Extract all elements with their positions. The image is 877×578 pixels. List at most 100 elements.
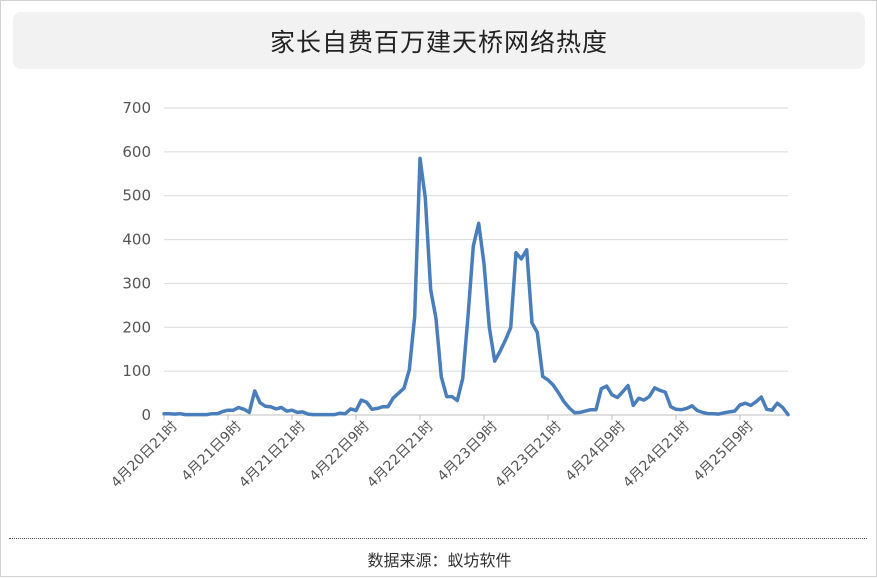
- x-axis-ticks: 4月20日21时4月21日9时4月21日21时4月22日9时4月22日21时4月…: [108, 415, 757, 491]
- data-point: [611, 394, 613, 396]
- data-point: [248, 411, 250, 413]
- data-point: [216, 412, 218, 414]
- source-caption: 数据来源：蚁坊软件: [367, 551, 512, 570]
- data-point: [605, 385, 607, 387]
- data-point: [653, 387, 655, 389]
- data-point: [563, 401, 565, 403]
- data-point: [189, 413, 191, 415]
- y-tick-label: 200: [122, 318, 151, 336]
- title-bar: 家长自费百万建天桥网络热度: [13, 12, 865, 69]
- data-point: [477, 222, 479, 224]
- data-point: [307, 413, 309, 415]
- data-point: [664, 391, 666, 393]
- data-point: [445, 395, 447, 397]
- data-point: [467, 315, 469, 317]
- data-point: [541, 375, 543, 377]
- gridlines: [164, 107, 788, 416]
- data-point: [765, 408, 767, 410]
- series-line: [162, 156, 790, 417]
- data-point: [360, 399, 362, 401]
- data-point: [749, 404, 751, 406]
- data-point: [701, 411, 703, 413]
- data-point: [163, 412, 165, 414]
- data-point: [547, 379, 549, 381]
- data-point: [429, 289, 431, 291]
- data-point: [413, 315, 415, 317]
- data-point: [472, 245, 474, 247]
- data-point: [344, 412, 346, 414]
- data-point: [227, 409, 229, 411]
- data-point: [685, 407, 687, 409]
- data-point: [637, 397, 639, 399]
- data-point: [232, 409, 234, 411]
- data-point: [728, 411, 730, 413]
- data-point: [435, 317, 437, 319]
- y-tick-label: 100: [122, 362, 151, 380]
- data-point: [584, 410, 586, 412]
- data-point: [397, 392, 399, 394]
- data-point: [483, 262, 485, 264]
- data-point: [568, 407, 570, 409]
- data-point: [760, 396, 762, 398]
- footer-divider: [9, 538, 867, 539]
- data-point: [536, 331, 538, 333]
- data-point: [520, 258, 522, 260]
- data-point: [573, 412, 575, 414]
- y-tick-label: 700: [122, 99, 151, 117]
- x-tick-label: 4月24日21时: [620, 419, 693, 492]
- data-point: [269, 405, 271, 407]
- data-point: [387, 405, 389, 407]
- x-tick-label: 4月22日9时: [307, 419, 373, 485]
- data-point: [515, 252, 517, 254]
- data-point: [371, 408, 373, 410]
- data-point: [648, 395, 650, 397]
- data-point: [504, 339, 506, 341]
- y-tick-label: 600: [122, 143, 151, 161]
- data-point: [381, 405, 383, 407]
- data-point: [237, 406, 239, 408]
- data-point: [717, 413, 719, 415]
- data-point: [488, 326, 490, 328]
- data-point: [525, 248, 527, 250]
- data-point: [627, 384, 629, 386]
- x-tick-label: 4月23日21时: [492, 419, 565, 492]
- data-point: [323, 413, 325, 415]
- y-tick-label: 400: [122, 231, 151, 249]
- data-point: [456, 399, 458, 401]
- x-tick-label: 4月24日9时: [563, 419, 629, 485]
- data-point: [771, 409, 773, 411]
- data-point: [509, 327, 511, 329]
- data-point: [365, 401, 367, 403]
- data-point: [755, 401, 757, 403]
- x-tick-label: 4月22日21时: [364, 419, 437, 492]
- data-point: [291, 409, 293, 411]
- data-point: [243, 408, 245, 410]
- x-tick-label: 4月25日9时: [691, 419, 757, 485]
- chart-title: 家长自费百万建天桥网络热度: [269, 27, 608, 57]
- data-point: [595, 409, 597, 411]
- data-point: [669, 405, 671, 407]
- y-axis-ticks: 0 100 200 300 400 500 600 700: [122, 99, 151, 424]
- data-point: [200, 413, 202, 415]
- data-point: [589, 409, 591, 411]
- data-point: [632, 404, 634, 406]
- data-point: [616, 396, 618, 398]
- data-point: [259, 402, 261, 404]
- data-point: [419, 157, 421, 159]
- x-tick-label: 4月21日9时: [179, 419, 245, 485]
- data-point: [280, 406, 282, 408]
- data-point: [392, 397, 394, 399]
- data-point: [579, 411, 581, 413]
- data-point: [195, 413, 197, 415]
- data-point: [744, 402, 746, 404]
- data-point: [211, 412, 213, 414]
- data-point: [499, 350, 501, 352]
- data-point: [552, 384, 554, 386]
- data-point: [376, 407, 378, 409]
- data-point: [333, 413, 335, 415]
- data-point: [712, 412, 714, 414]
- series-layer: [162, 156, 790, 417]
- data-point: [168, 412, 170, 414]
- data-point: [696, 409, 698, 411]
- data-point: [408, 369, 410, 371]
